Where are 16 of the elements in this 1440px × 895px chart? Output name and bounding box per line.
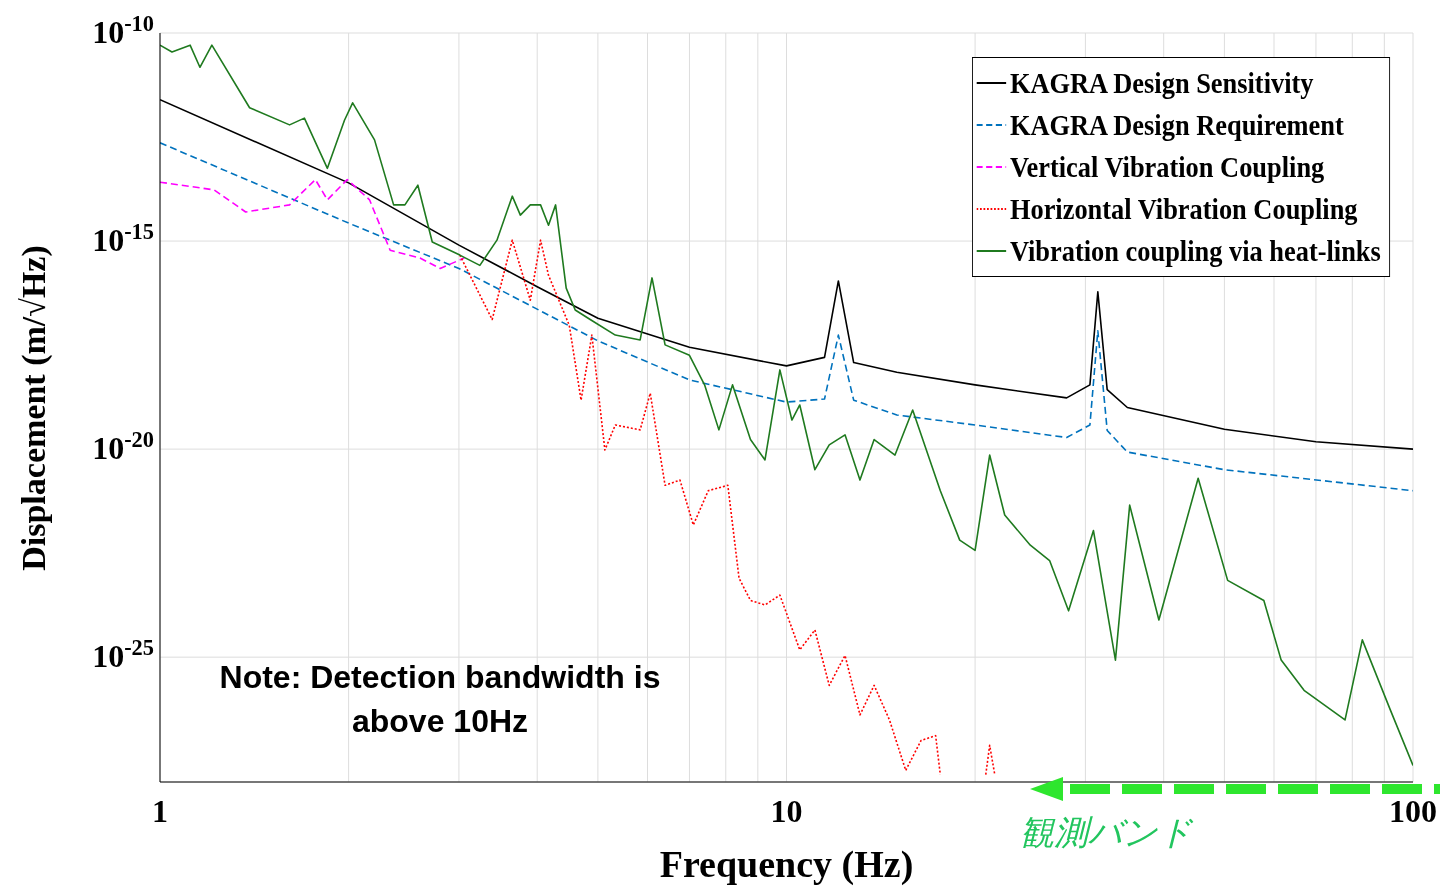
y-tick-label: 10$^{-25}$ [92,634,154,675]
legend-label: KAGRA Design Requirement [1009,107,1344,143]
y-tick-label: 10$^{-10}$ [92,10,154,50]
text: 観測バンド [1020,812,1193,853]
legend-label: Vertical Vibration Coupling [1009,149,1324,185]
x-tick-label: 10 [770,793,803,829]
legend-label: KAGRA Design Sensitivity [1009,65,1314,101]
x-axis-title: Frequency (Hz) [659,843,914,885]
x-tick-label: 1 [152,793,168,829]
legend-label: Horizontal Vibration Coupling [1009,191,1358,227]
legend-label: Vibration coupling via heat-links [1009,233,1381,269]
y-tick-label: 10$^{-15}$ [92,218,154,259]
annotation: Note: Detection bandwidth is above 10Hz [218,658,662,741]
y-axis-title: Displacement (m/√Hz) [15,244,53,571]
x-tick-label: 100 [1389,793,1437,829]
y-tick-label: 10$^{-20}$ [92,426,154,467]
